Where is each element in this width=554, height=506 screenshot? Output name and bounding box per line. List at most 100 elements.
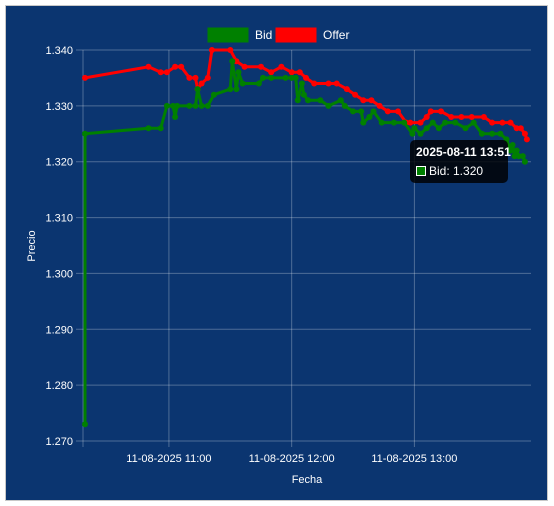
y-tick-label: 1.300: [45, 268, 73, 280]
data-point: [515, 153, 522, 160]
data-point: [448, 114, 455, 120]
tooltip-row: Bid: 1.320: [416, 163, 502, 179]
data-point: [260, 74, 266, 81]
data-point: [352, 91, 359, 98]
data-point: [174, 102, 181, 109]
y-tick-label: 1.310: [45, 213, 73, 225]
series: [82, 47, 530, 428]
data-point: [452, 119, 459, 126]
data-point: [311, 80, 318, 87]
data-point: [358, 108, 365, 115]
data-point: [298, 80, 305, 87]
data-point: [204, 74, 211, 81]
data-point: [423, 114, 430, 120]
legend-label: Bid: [255, 28, 272, 42]
data-point: [407, 119, 414, 126]
tooltip-label: Bid: 1.320: [429, 164, 484, 178]
data-point: [325, 80, 332, 87]
data-point: [82, 421, 88, 428]
y-tick-label: 1.340: [45, 45, 73, 57]
legend[interactable]: Bid Offer: [207, 27, 349, 43]
data-point: [423, 125, 430, 132]
data-point: [163, 102, 170, 109]
data-point: [376, 102, 383, 109]
data-point: [417, 130, 424, 137]
data-point: [350, 108, 356, 115]
data-point: [305, 97, 311, 104]
data-point: [186, 74, 193, 81]
data-point: [478, 130, 485, 137]
data-point: [163, 69, 170, 76]
data-point: [198, 80, 205, 87]
data-point: [442, 119, 449, 126]
data-point: [208, 47, 215, 53]
data-point: [507, 119, 514, 126]
data-point: [288, 69, 295, 76]
data-point: [341, 102, 348, 109]
x-axis: 11-08-2025 11:00 11-08-2025 12:00 11-08-20…: [126, 453, 457, 465]
data-point: [292, 74, 299, 81]
data-point: [411, 125, 418, 132]
y-axis: 1.340 1.330 1.320 1.310 1.300 1.290 1.280 1.270: [45, 45, 73, 448]
tooltip-title: 2025-08-11 13:51: [416, 145, 511, 159]
data-point: [509, 142, 516, 148]
data-point: [427, 108, 434, 115]
data-point: [519, 153, 526, 160]
data-point: [192, 74, 199, 81]
data-point: [239, 80, 246, 87]
data-point: [384, 108, 391, 115]
data-point: [241, 63, 248, 70]
data-point: [303, 74, 309, 81]
y-tick-label: 1.280: [45, 380, 73, 392]
data-point: [178, 63, 185, 70]
data-point: [296, 69, 303, 76]
data-point: [499, 119, 506, 126]
data-point: [233, 86, 240, 93]
data-point: [517, 125, 524, 132]
chart-tooltip: 2025-08-11 13:51 Bid: 1.320: [410, 140, 511, 183]
data-point: [368, 97, 375, 104]
data-point: [511, 153, 518, 160]
data-point: [268, 74, 275, 81]
data-point: [521, 158, 528, 165]
data-point: [462, 125, 469, 132]
data-point: [366, 114, 373, 120]
y-tick-label: 1.330: [45, 101, 73, 113]
data-point: [337, 97, 344, 104]
data-point: [378, 119, 385, 126]
data-point: [170, 102, 176, 109]
data-point: [429, 119, 436, 126]
x-tick-label: 11-08-2025 12:00: [249, 453, 335, 465]
x-tick-label: 11-08-2025 11:00: [126, 453, 211, 465]
data-point: [258, 63, 264, 70]
chart-panel: [5, 5, 548, 501]
data-point: [325, 102, 332, 109]
data-point: [343, 86, 350, 93]
data-point: [489, 119, 496, 126]
data-point: [507, 147, 514, 154]
data-point: [227, 86, 234, 93]
x-axis-title: Fecha: [292, 474, 323, 486]
data-point: [157, 125, 164, 132]
data-point: [172, 63, 179, 70]
data-point: [186, 102, 193, 109]
data-point: [417, 119, 424, 126]
legend-item-bid[interactable]: Bid: [207, 27, 272, 43]
data-point: [282, 74, 289, 81]
data-point: [268, 69, 275, 76]
data-point: [82, 74, 88, 81]
data-point: [210, 91, 217, 98]
data-point: [317, 97, 324, 104]
data-point: [233, 58, 240, 65]
data-point: [294, 97, 301, 104]
series-bid: [82, 58, 528, 428]
data-point: [198, 102, 205, 109]
data-point: [468, 114, 475, 120]
data-point: [409, 130, 416, 137]
legend-item-offer[interactable]: Offer: [275, 27, 349, 43]
data-point: [192, 102, 199, 109]
data-point: [370, 108, 377, 115]
data-point: [235, 69, 242, 76]
data-point: [145, 125, 152, 132]
